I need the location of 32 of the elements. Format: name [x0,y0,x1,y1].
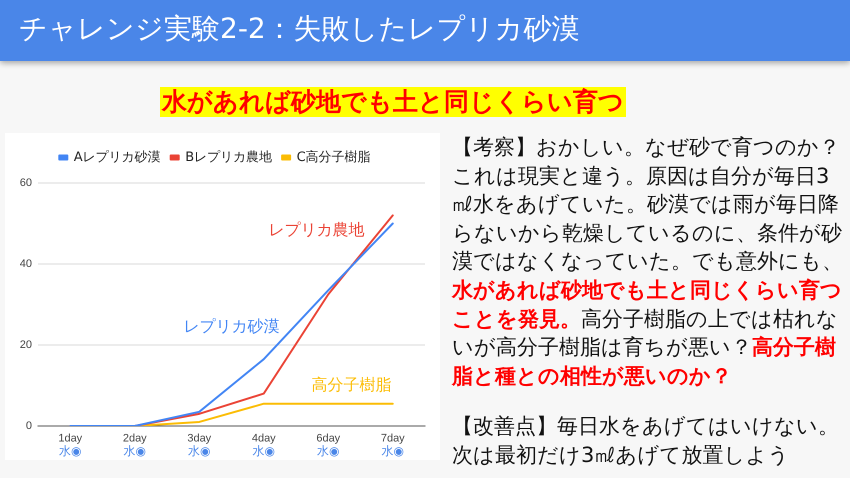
x-tick-label: 4day [252,432,276,445]
text: 高分子樹 [752,335,836,360]
y-tick-label: 20 [20,339,32,352]
text: いが高分子樹脂は育ちが悪い？ [452,335,752,360]
text: 水◉ [124,444,146,458]
x-tick-label: 7day [380,432,406,445]
y-tick-label: 60 [20,177,32,190]
text: 水◉ [59,444,82,458]
text: 脂と種との相性が悪いのか？ [452,364,732,388]
x-tick-label: 6day [316,432,341,445]
annotation: レプリカ砂漠 [184,316,280,336]
text: 【改善点】毎日水をあげてはいけない。次は最初だけ3㎖あげて放置しよう [452,414,839,467]
annotation: 高分子樹脂 [311,374,392,394]
text: 水◉ [188,444,210,458]
y-tick-label: 0 [26,420,32,432]
legend-label: Bレプリカ農地 [185,150,272,165]
text: 水◉ [317,444,340,458]
legend-label: C高分子樹脂 [296,148,371,165]
chart-title: チャレンジ実験2-2：失敗したレプリカ砂漠 [19,11,580,47]
annotation: レプリカ農地 [268,220,365,240]
text: 高分子樹脂の上では枯れな [581,306,838,331]
text: 【考察】おかしい。なぜ砂で育つのか？これは現実と違う。原因は自分が毎日3㎖水をあげていた。砂漠では雨が毎日降らないから乾燥しているのに、条件が砂漠ではなくなっていた。でも意外にも、 [452,135,843,274]
x-tick-label: 3day [187,432,212,445]
text: 水があれば砂地でも土と同じくらい育つ [452,278,842,302]
chart-subtitle: 水があれば砂地でも土と同じくらい育つ [160,87,626,117]
y-tick-label: 40 [20,258,32,270]
legend-label: Aレプリカ砂漠 [74,150,161,165]
text: ことを発見。 [452,306,581,331]
text: 水◉ [252,444,275,458]
text: 水◉ [382,444,404,458]
x-tick-label: 1day [58,432,83,445]
x-tick-label: 2day [122,432,148,445]
